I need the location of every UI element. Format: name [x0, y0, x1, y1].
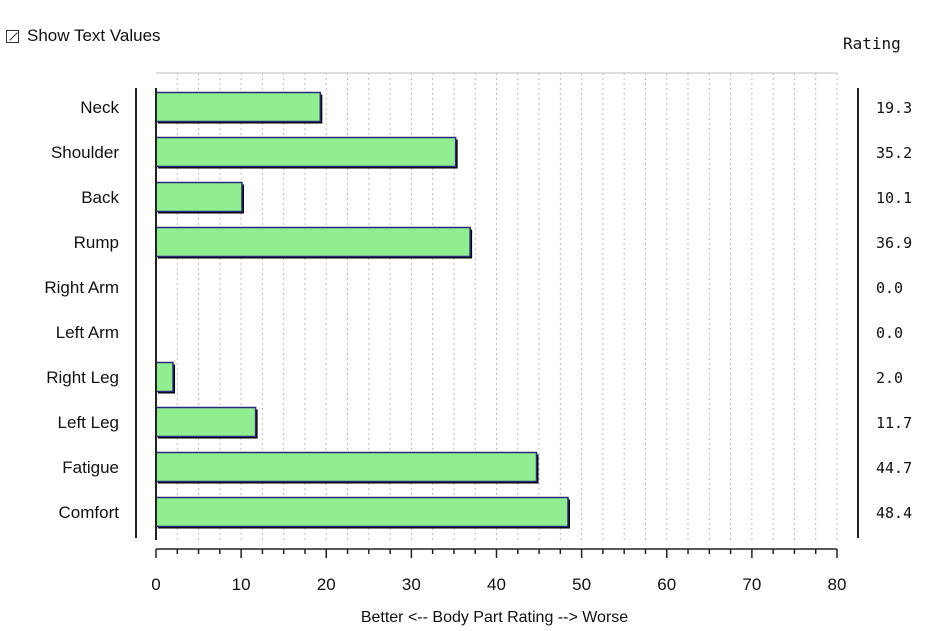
rating-column-header: Rating: [843, 34, 901, 53]
x-tick-label: 10: [232, 575, 251, 594]
value-label: 0.0: [876, 279, 903, 297]
bar: [155, 136, 457, 168]
category-label: Neck: [80, 98, 119, 117]
x-axis-title: Better <-- Body Part Rating --> Worse: [361, 609, 628, 626]
bar: [155, 361, 174, 393]
bar: [155, 406, 257, 438]
x-tick-label: 20: [317, 575, 336, 594]
category-label: Left Leg: [58, 413, 119, 432]
x-tick-label: 70: [742, 575, 761, 594]
bar: [155, 181, 243, 213]
show-text-values-label: Show Text Values: [27, 26, 161, 45]
category-label: Shoulder: [51, 143, 119, 162]
bar: [155, 451, 538, 483]
value-labels: 19.3 35.2 10.1 36.9 0.0 0.0 2.0 11.7 44.7 48.4: [876, 99, 912, 522]
value-label: 2.0: [876, 369, 903, 387]
show-text-values-checkbox[interactable]: Show Text Values: [6, 24, 161, 48]
x-tick-label: 30: [402, 575, 421, 594]
x-tick-label: 40: [487, 575, 506, 594]
x-tick-label: 80: [828, 575, 847, 594]
value-label: 48.4: [876, 504, 912, 522]
bar: [155, 496, 569, 528]
value-label: 10.1: [876, 189, 912, 207]
value-label: 35.2: [876, 144, 912, 162]
x-tick-label: 50: [572, 575, 591, 594]
category-label: Fatigue: [62, 458, 119, 477]
category-label: Left Arm: [56, 323, 119, 342]
category-labels: Neck Shoulder Back Rump Right Arm Left Arm Rig…: [44, 98, 119, 522]
checkbox-indicator[interactable]: [6, 29, 19, 43]
grid-lines: [156, 72, 838, 540]
category-label: Right Arm: [44, 278, 119, 297]
value-label: 44.7: [876, 459, 912, 477]
category-label: Rump: [74, 233, 119, 252]
x-tick-label: 60: [657, 575, 676, 594]
value-label: 11.7: [876, 414, 912, 432]
bar: [155, 91, 322, 123]
bar: [155, 226, 471, 258]
bars: [155, 88, 571, 540]
category-label: Back: [81, 188, 119, 207]
x-tick-label: 0: [151, 575, 160, 594]
value-label: 0.0: [876, 324, 903, 342]
category-label: Comfort: [59, 503, 120, 522]
x-axis: 0 10 20 30 40 50 60 70 80: [151, 548, 847, 594]
value-label: 36.9: [876, 234, 912, 252]
category-label: Right Leg: [46, 368, 119, 387]
value-label: 19.3: [876, 99, 912, 117]
